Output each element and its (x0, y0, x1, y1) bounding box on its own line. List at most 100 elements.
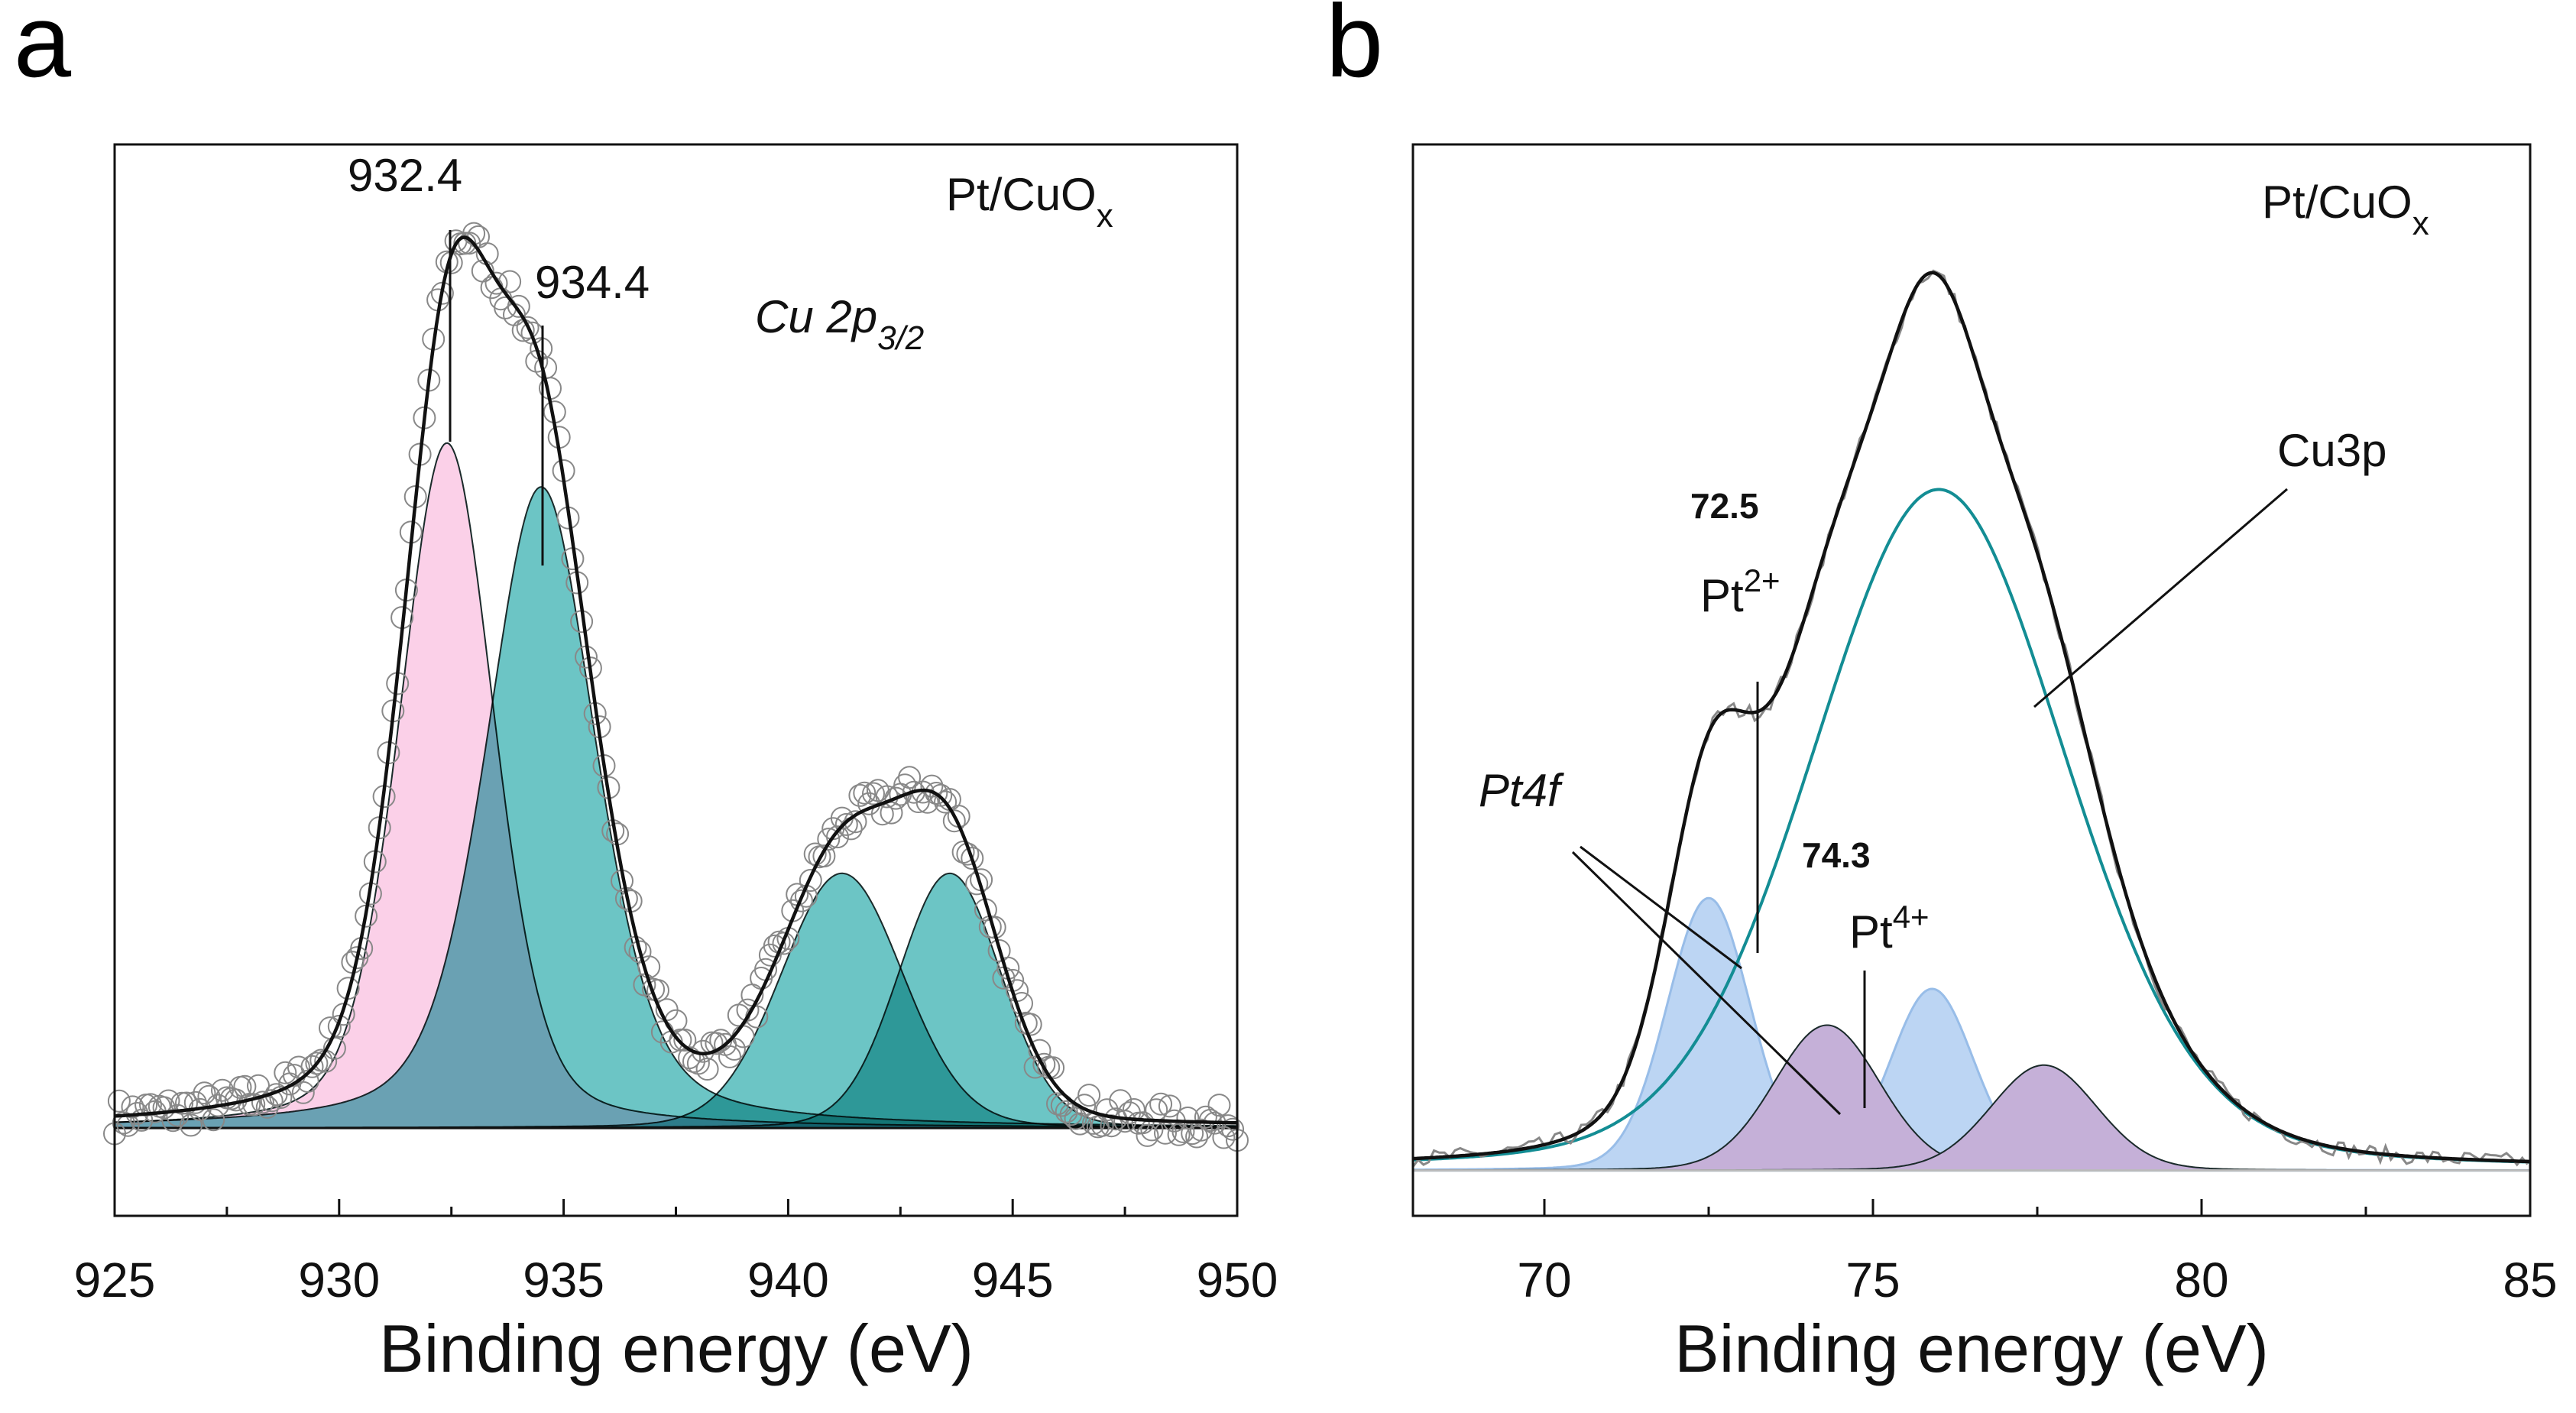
sample-label-b: Pt/CuOx (2262, 177, 2429, 242)
x-tick-label: 930 (298, 1253, 380, 1308)
data-point (193, 1081, 216, 1105)
data-point (848, 783, 872, 807)
data-point (961, 847, 984, 870)
data-point (1207, 1094, 1231, 1117)
data-point (812, 844, 836, 868)
data-point (695, 1058, 719, 1081)
data-point (1073, 1094, 1097, 1117)
data-point (274, 1061, 297, 1084)
data-point (1032, 1052, 1056, 1076)
data-point (175, 1091, 198, 1115)
annotation-pt4plus: Pt4+ (1849, 899, 1930, 958)
data-point (925, 782, 948, 805)
fit-envelope (1412, 271, 2531, 1164)
data-point (242, 1093, 266, 1116)
data-point (291, 1081, 315, 1104)
annotation-932-4: 932.4 (348, 150, 462, 201)
data-point (269, 1086, 293, 1109)
data-point (1149, 1092, 1173, 1116)
sample-label-a: Pt/CuOx (946, 169, 1113, 235)
x-axis-label-a: Binding energy (eV) (379, 1311, 974, 1386)
data-point (322, 1036, 346, 1060)
plot-area-b (1411, 269, 2532, 1172)
panel-label-b: b (1326, 0, 1383, 99)
x-tick-label: 80 (2174, 1253, 2228, 1308)
leader-line-cu3p (2033, 488, 2288, 708)
x-tick-label: 950 (1197, 1253, 1278, 1308)
data-point (484, 271, 508, 295)
data-point (1019, 1013, 1042, 1036)
data-point (1077, 1084, 1101, 1107)
data-point (826, 825, 849, 849)
x-tick-label: 70 (1517, 1253, 1571, 1308)
plot-area-a (103, 222, 1249, 1152)
data-point (817, 828, 841, 851)
data-point (834, 812, 858, 836)
fit-envelope (114, 235, 1237, 1125)
data-point (1064, 1107, 1087, 1130)
data-point (507, 294, 530, 318)
data-point (1176, 1107, 1200, 1129)
annotation-934-4: 934.4 (535, 257, 650, 308)
annotation-74-3: 74.3 (1802, 835, 1871, 875)
x-tick-label: 940 (747, 1253, 829, 1308)
data-point (718, 1045, 741, 1068)
data-point (934, 790, 957, 814)
data-point (942, 809, 966, 833)
data-point (305, 1052, 329, 1075)
data-point (1055, 1100, 1078, 1123)
x-tick-label: 945 (972, 1253, 1054, 1308)
region-label-cu2p: Cu 2p3/2 (755, 291, 924, 357)
component-cu-component (114, 442, 1238, 1129)
data-point (183, 1091, 207, 1114)
data-point (673, 1029, 697, 1052)
data-point (152, 1096, 176, 1120)
axes-frame-a (113, 143, 1239, 1217)
annotation-cu3p: Cu3p (2277, 425, 2386, 476)
data-point (884, 786, 908, 810)
annotation-pt2plus: Pt2+ (1700, 562, 1781, 621)
x-axis-b: 70 75 80 85 (1517, 1199, 2558, 1308)
data-point (853, 781, 876, 805)
data-point (763, 934, 786, 958)
experimental-line (1411, 269, 2529, 1168)
data-point (1185, 1125, 1209, 1149)
data-point (1059, 1103, 1083, 1126)
data-point (1158, 1094, 1181, 1118)
panel-b-pt4f-cu3p: b 70 75 80 85 Binding energy (eV) Pt/CuOx C… (1326, 0, 2558, 1386)
annotation-pt4f: Pt4f (1479, 765, 1564, 816)
data-point (516, 316, 540, 339)
data-point (1131, 1111, 1155, 1135)
data-point (1023, 1055, 1047, 1079)
x-tick-label: 935 (523, 1253, 604, 1308)
x-tick-label: 925 (74, 1253, 156, 1308)
data-point (170, 1091, 194, 1115)
panel-a-cu2p: a 925 930 935 940 945 950 Binding energy (eV)… (14, 0, 1278, 1386)
x-axis-a: 925 930 935 940 945 950 (74, 1199, 1278, 1308)
data-point (722, 1037, 746, 1061)
data-point (327, 1015, 351, 1038)
leader-line-pt4f-1 (1580, 845, 1742, 970)
data-point (1221, 1117, 1245, 1141)
data-point (107, 1089, 131, 1113)
data-point (920, 774, 944, 798)
leader-line-pt4f-2 (1571, 851, 1842, 1116)
data-point (1212, 1126, 1236, 1149)
data-point (251, 1091, 274, 1114)
data-point (862, 782, 885, 805)
data-point (1095, 1098, 1119, 1122)
axes-frame-b (1411, 143, 2532, 1217)
data-point (233, 1074, 257, 1098)
data-point (1136, 1123, 1159, 1147)
data-point (772, 932, 795, 955)
data-point (287, 1055, 310, 1079)
data-point (880, 801, 903, 825)
data-point (1190, 1118, 1213, 1142)
annotation-72-5: 72.5 (1690, 486, 1759, 526)
data-point (799, 869, 822, 892)
data-point (121, 1095, 144, 1119)
data-point (1217, 1114, 1240, 1138)
data-point (898, 766, 922, 789)
panel-label-a: a (14, 0, 72, 99)
